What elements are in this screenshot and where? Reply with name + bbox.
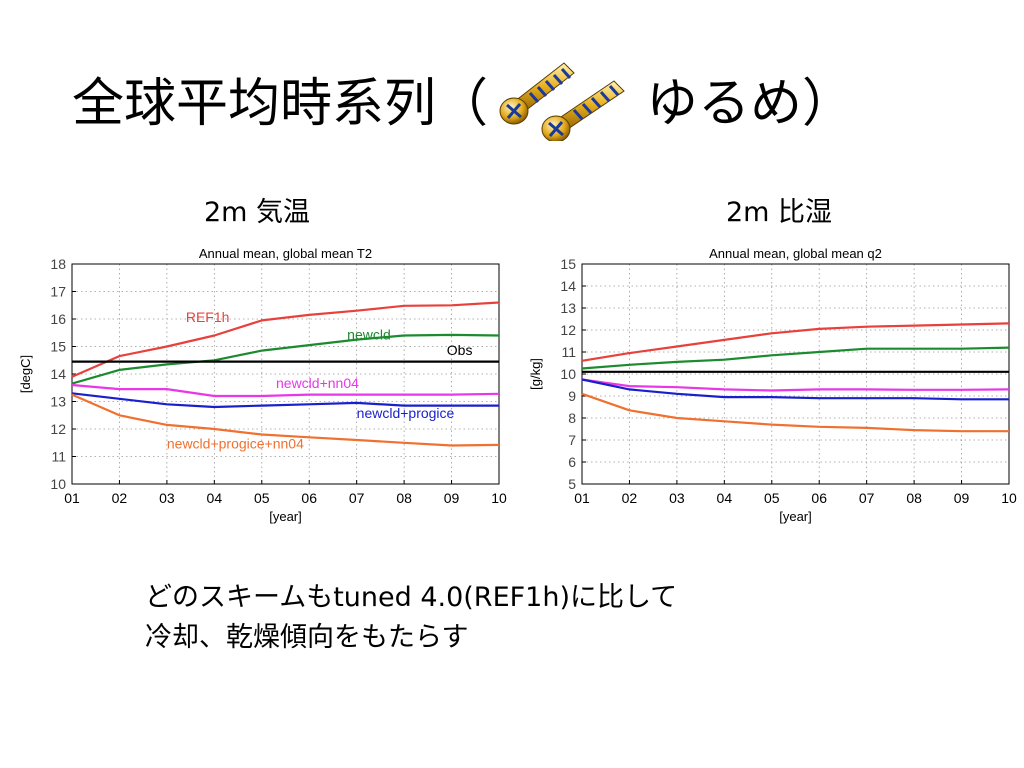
chart-humidity-y-tick-label: 9 <box>568 388 576 404</box>
chart-temperature-series-label-0: REF1h <box>186 309 230 325</box>
chart-humidity-y-tick-label: 13 <box>560 300 576 316</box>
chart-humidity-series-line-3 <box>581 378 1010 392</box>
chart-temperature-series-label-4: newcld+progice <box>357 405 455 421</box>
slide-title-tail: ゆるめ） <box>646 73 855 134</box>
chart-temperature-ylabel: [degC] <box>18 355 33 393</box>
chart-temperature-xlabel: [year] <box>269 509 302 524</box>
chart-humidity-series-line-1 <box>581 346 1010 370</box>
chart-humidity-y-tick-label: 10 <box>560 366 576 382</box>
chart-temperature-x-tick-label: 01 <box>64 490 80 506</box>
comment-text: どのスキームもtuned 4.0(REF1h)に比して 冷却、乾燥傾向をもたらす <box>145 578 677 658</box>
chart-humidity-x-tick-label: 07 <box>859 490 875 506</box>
chart-temperature-y-tick-label: 15 <box>50 339 66 355</box>
chart-humidity-x-tick-label: 08 <box>906 490 922 506</box>
chart-temperature-y-tick-label: 17 <box>50 284 66 300</box>
chart-humidity-title: Annual mean, global mean q2 <box>709 246 882 261</box>
chart-temperature-y-tick-label: 13 <box>50 394 66 410</box>
chart-temperature-y-tick-label: 11 <box>51 449 66 465</box>
chart-temperature-series-line-4 <box>71 392 499 409</box>
chart-humidity-ylabel: [g/kg] <box>528 358 543 390</box>
chart-humidity-svg: Annual mean, global mean q2 01 02 03 04 05 06 0… <box>528 246 1017 524</box>
chart-humidity-x-tick-label: 02 <box>622 490 638 506</box>
slide-title: 全球平均時系列（ <box>72 55 855 143</box>
chart-temperature-series-line-0 <box>71 301 500 378</box>
slide-title-main: 全球平均時系列（ <box>72 73 489 134</box>
chart-humidity-y-tick-label: 7 <box>568 432 576 448</box>
chart-temperature-x-tick-label: 05 <box>254 490 270 506</box>
chart-humidity-y-tick-label: 14 <box>560 278 576 294</box>
chart-temperature-series-label-5: newcld+progice+nn04 <box>167 435 304 451</box>
chart-humidity-x-tick-label: 01 <box>574 490 590 506</box>
chart-temperature-x-tick-label: 06 <box>301 490 317 506</box>
chart-temperature-series-label-3: newcld+nn04 <box>276 375 359 391</box>
chart-temperature-x-tick-label: 09 <box>444 490 460 506</box>
chart-humidity-x-tick-label: 09 <box>954 490 970 506</box>
chart-temperature-title: Annual mean, global mean T2 <box>199 246 372 261</box>
chart-temperature-series-label-1: newcld <box>347 327 391 343</box>
comment-line-2: 冷却、乾燥傾向をもたらす <box>145 622 469 653</box>
chart-humidity-xlabel: [year] <box>779 509 812 524</box>
chart-temperature-series-line-3 <box>71 383 500 398</box>
chart-temperature-series-line-5 <box>71 393 500 447</box>
panel-heading-temperature: 2m 気温 <box>204 197 311 228</box>
screws-icon <box>492 55 642 143</box>
chart-humidity-series-line-5 <box>581 392 1009 433</box>
chart-temperature-y-tick-label: 12 <box>50 421 66 437</box>
chart-humidity-y-tick-label: 15 <box>560 256 576 272</box>
chart-humidity-y-tick-label: 11 <box>561 344 576 360</box>
chart-humidity-x-tick-label: 05 <box>764 490 780 506</box>
chart-humidity-y-tick-label: 5 <box>568 476 576 492</box>
chart-humidity-x-tick-label: 10 <box>1001 490 1017 506</box>
chart-temperature-x-tick-label: 04 <box>207 490 223 506</box>
chart-temperature-series-label-2: Obs <box>447 342 473 358</box>
chart-temperature-series-line-1 <box>71 333 500 385</box>
chart-temperature-x-tick-label: 03 <box>159 490 175 506</box>
chart-temperature-svg: Annual mean, global mean T2 01 02 03 04 05 06 0… <box>18 246 507 524</box>
comment-line-1: どのスキームもtuned 4.0(REF1h)に比して <box>145 582 678 613</box>
chart-temperature-x-tick-label: 02 <box>112 490 128 506</box>
chart-temperature-x-tick-label: 08 <box>396 490 412 506</box>
chart-humidity-y-tick-label: 6 <box>568 454 576 470</box>
chart-temperature-y-tick-label: 16 <box>50 311 66 327</box>
chart-humidity-series-line-4 <box>581 378 1009 401</box>
chart-temperature-x-tick-label: 10 <box>491 490 507 506</box>
panel-heading-humidity: 2m 比湿 <box>726 197 833 228</box>
chart-temperature-y-tick-label: 10 <box>50 476 66 492</box>
chart-temperature: Annual mean, global mean T2 01 02 03 04 05 06 0… <box>12 236 512 536</box>
chart-humidity-x-tick-label: 03 <box>669 490 685 506</box>
chart-temperature-x-tick-label: 07 <box>349 490 365 506</box>
chart-humidity: Annual mean, global mean q2 01 02 03 04 05 06 0… <box>522 236 1022 536</box>
chart-humidity-x-tick-label: 06 <box>811 490 827 506</box>
chart-humidity-y-tick-label: 12 <box>560 322 576 338</box>
chart-humidity-x-tick-label: 04 <box>717 490 733 506</box>
chart-temperature-y-tick-label: 18 <box>50 256 66 272</box>
chart-humidity-series-line-0 <box>581 322 1010 362</box>
chart-temperature-y-tick-label: 14 <box>50 366 66 382</box>
chart-humidity-y-tick-label: 8 <box>568 410 576 426</box>
